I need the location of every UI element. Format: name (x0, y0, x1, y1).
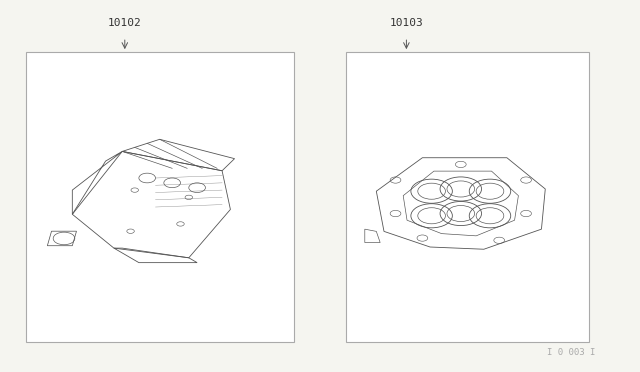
Text: 10103: 10103 (390, 18, 423, 28)
Bar (346, 52, 589, 342)
Bar (26, 52, 294, 342)
Text: 10102: 10102 (108, 18, 141, 28)
Text: I 0 003 I: I 0 003 I (547, 348, 595, 357)
